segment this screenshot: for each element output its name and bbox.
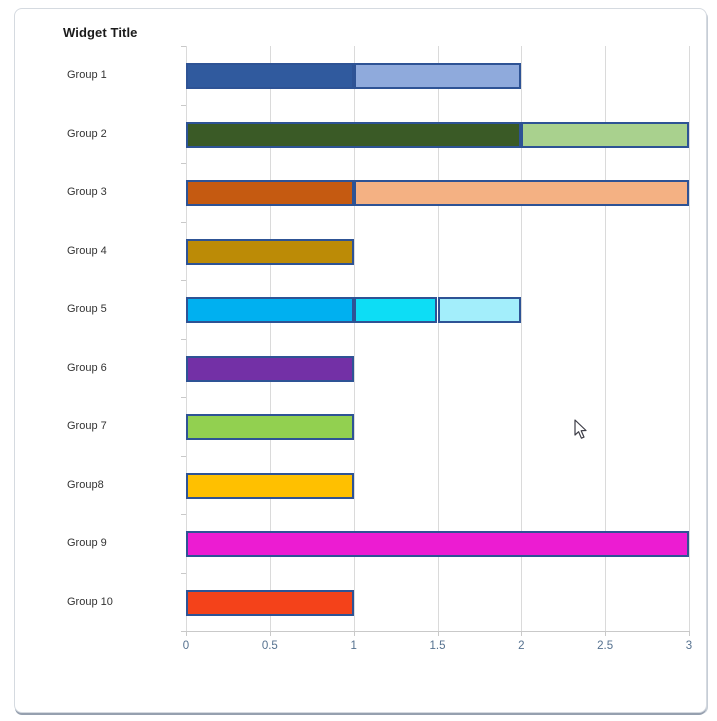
gridline [269,46,271,631]
y-axis-tick [181,514,186,515]
bar-segment[interactable] [186,531,689,557]
category-label: Group 5 [67,303,107,315]
y-axis-tick [181,280,186,281]
bar-segment[interactable] [186,356,354,382]
gridline [437,46,439,631]
x-axis-tick [521,631,523,636]
x-tick-label: 1.5 [429,640,446,652]
x-axis-tick [605,631,607,636]
y-axis-tick [181,339,186,340]
bar-segment[interactable] [437,297,522,323]
gridline [605,46,607,631]
category-label: Group8 [67,479,104,491]
category-label: Group 6 [67,362,107,374]
gridline [689,46,690,631]
x-axis-tick [437,631,439,636]
x-tick-label: 3 [685,640,693,652]
x-tick-label: 2 [518,640,525,652]
x-tick-label: 0 [182,640,190,652]
category-label: Group 7 [67,420,107,432]
category-label: Group 3 [67,186,107,198]
gridline [521,46,523,631]
widget-title: Widget Title [63,25,138,40]
bar-segment[interactable] [353,297,438,323]
category-label: Group 9 [67,537,107,549]
category-label: Group 2 [67,128,107,140]
bar-segment[interactable] [186,590,354,616]
bar-segment[interactable] [186,473,354,499]
x-axis-tick [269,631,271,636]
x-tick-label: 0.5 [261,640,278,652]
x-tick-label: 2.5 [597,640,614,652]
y-axis-tick [181,222,186,223]
y-axis-tick [181,105,186,106]
bar-segment[interactable] [186,63,354,89]
bar-segment[interactable] [521,122,689,148]
x-axis-line [186,631,689,632]
x-axis-tick [186,631,187,636]
gridline [353,46,355,631]
bar-segment[interactable] [186,239,354,265]
bar-segment[interactable] [186,122,522,148]
x-axis-tick [353,631,355,636]
category-label: Group 4 [67,245,107,257]
y-axis-tick [181,631,186,632]
y-axis-tick [181,397,186,398]
gridline [186,46,187,631]
y-axis-tick [181,573,186,574]
widget-card: Widget Title 0 0.5 1 1.5 2 2.5 3 Group 1 Group 2… [14,8,707,713]
category-label: Group 10 [67,596,113,608]
bar-segment[interactable] [186,414,354,440]
bar-segment[interactable] [353,180,689,206]
y-axis-tick [181,456,186,457]
y-axis-tick [181,163,186,164]
bar-segment[interactable] [353,63,522,89]
y-axis-tick [181,46,186,47]
bar-segment[interactable] [186,297,354,323]
x-tick-label: 1 [350,640,357,652]
category-label: Group 1 [67,69,107,81]
x-axis-tick [689,631,690,636]
bar-segment[interactable] [186,180,354,206]
